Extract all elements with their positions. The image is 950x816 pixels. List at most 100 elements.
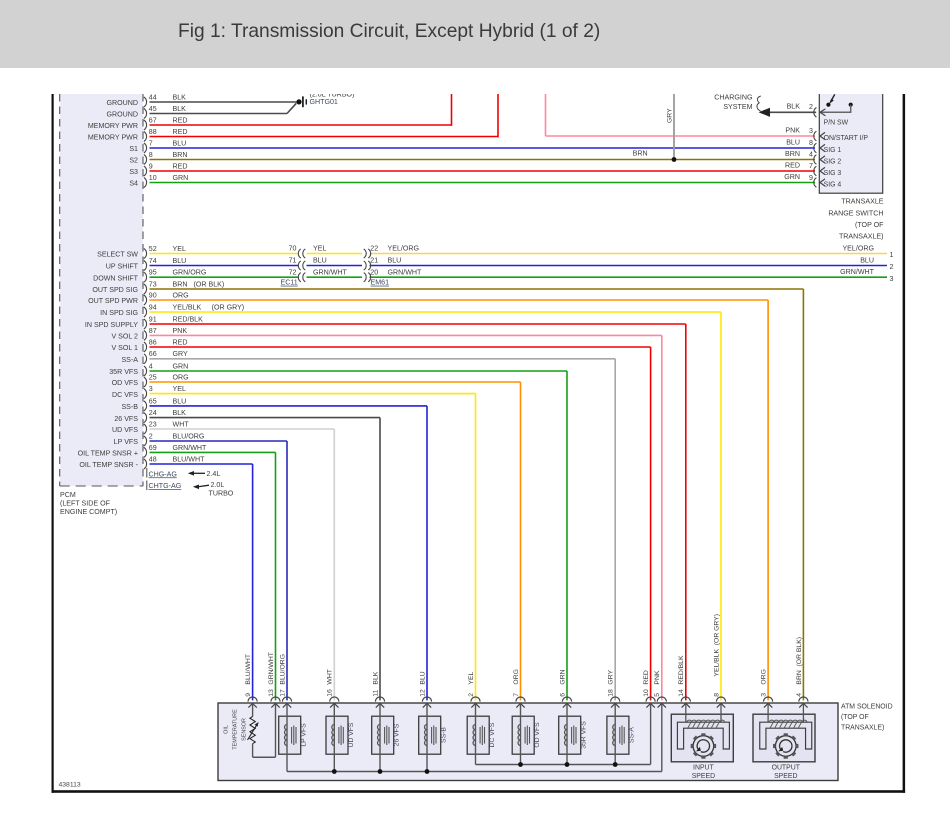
svg-text:PNK: PNK: [654, 670, 661, 684]
svg-text:DC VFS: DC VFS: [112, 391, 138, 399]
svg-text:GRN/ORG: GRN/ORG: [173, 269, 207, 277]
svg-text:GRN/WHT: GRN/WHT: [313, 268, 348, 276]
svg-text:BLU: BLU: [313, 257, 327, 265]
svg-text:13: 13: [268, 689, 275, 697]
svg-text:BLU: BLU: [388, 257, 402, 265]
svg-text:UD VFS: UD VFS: [348, 722, 355, 747]
svg-text:RED: RED: [173, 162, 188, 170]
svg-text:8: 8: [713, 693, 720, 697]
svg-text:YEL: YEL: [173, 245, 186, 253]
svg-text:8: 8: [149, 151, 153, 159]
svg-text:BLU: BLU: [860, 257, 874, 265]
svg-text:48: 48: [149, 455, 157, 463]
svg-text:BLU: BLU: [173, 139, 187, 147]
svg-text:BLU: BLU: [786, 138, 800, 146]
svg-text:BLK: BLK: [787, 103, 801, 111]
svg-text:S3: S3: [129, 168, 138, 176]
svg-text:6: 6: [559, 693, 566, 697]
svg-text:ATM SOLENOID: ATM SOLENOID: [841, 704, 893, 711]
svg-text:EM61: EM61: [371, 279, 390, 287]
svg-text:24: 24: [149, 409, 157, 417]
svg-text:45: 45: [149, 105, 157, 113]
svg-text:BLK: BLK: [372, 671, 379, 684]
svg-text:2: 2: [890, 263, 894, 271]
svg-text:YEL/ORG: YEL/ORG: [842, 245, 874, 253]
svg-text:BLU/WHT: BLU/WHT: [173, 455, 206, 463]
svg-text:(OR BLK): (OR BLK): [194, 280, 225, 288]
svg-text:14: 14: [678, 689, 685, 697]
svg-text:10: 10: [149, 174, 157, 182]
svg-text:V SOL 2: V SOL 2: [111, 333, 138, 341]
svg-text:GRN/WHT: GRN/WHT: [173, 444, 208, 452]
svg-text:ENGINE COMPT): ENGINE COMPT): [60, 508, 117, 516]
svg-text:72: 72: [289, 268, 297, 276]
svg-text:SIG 4: SIG 4: [824, 182, 842, 189]
svg-text:5: 5: [654, 693, 661, 697]
svg-text:(TOP OF: (TOP OF: [855, 221, 884, 229]
svg-text:BRN: BRN: [785, 150, 800, 158]
svg-text:35R VFS: 35R VFS: [581, 721, 588, 749]
svg-text:2: 2: [809, 103, 813, 111]
svg-text:EC11: EC11: [281, 279, 298, 287]
svg-text:PNK: PNK: [173, 327, 188, 335]
svg-text:P/N SW: P/N SW: [824, 120, 849, 127]
svg-text:UP SHIFT: UP SHIFT: [106, 263, 139, 271]
svg-text:18: 18: [608, 689, 615, 697]
svg-text:26 VFS: 26 VFS: [394, 723, 401, 746]
svg-text:GRN/WHT: GRN/WHT: [840, 268, 875, 276]
svg-text:(TOP OF: (TOP OF: [841, 714, 869, 721]
svg-text:S2: S2: [129, 157, 138, 165]
svg-text:(OR GRY): (OR GRY): [212, 303, 245, 311]
svg-text:9: 9: [809, 174, 813, 182]
svg-text:GRY: GRY: [173, 350, 189, 358]
svg-text:65: 65: [149, 397, 157, 405]
svg-text:GRY: GRY: [667, 108, 674, 123]
svg-text:IN SPD SIG: IN SPD SIG: [100, 309, 138, 317]
svg-text:LP VFS: LP VFS: [301, 723, 308, 747]
svg-text:TRANSAXLE: TRANSAXLE: [841, 198, 883, 206]
svg-text:RED/BLK: RED/BLK: [173, 315, 204, 323]
svg-text:4: 4: [809, 151, 813, 159]
svg-text:12: 12: [419, 689, 426, 697]
svg-text:OUT SPD PWR: OUT SPD PWR: [88, 297, 138, 305]
svg-text:RED: RED: [173, 128, 188, 136]
svg-text:SYSTEM: SYSTEM: [723, 103, 752, 111]
svg-text:YEL: YEL: [468, 672, 475, 685]
svg-text:OUT SPD SIG: OUT SPD SIG: [92, 286, 138, 294]
svg-text:SENSOR: SENSOR: [241, 718, 247, 741]
svg-text:(2.0L TURBO): (2.0L TURBO): [310, 91, 355, 99]
svg-text:YEL: YEL: [173, 385, 186, 393]
svg-text:GHTG01: GHTG01: [310, 98, 338, 106]
svg-text:87: 87: [149, 327, 157, 335]
svg-text:TURBO: TURBO: [209, 490, 234, 498]
svg-text:ORG: ORG: [173, 291, 189, 299]
svg-text:RED: RED: [643, 670, 650, 684]
svg-text:WHT: WHT: [327, 669, 334, 684]
svg-text:OIL: OIL: [223, 725, 229, 734]
svg-text:69: 69: [149, 444, 157, 452]
svg-text:WHT: WHT: [173, 420, 190, 428]
svg-text:GRN: GRN: [173, 174, 189, 182]
svg-text:MEMORY PWR: MEMORY PWR: [88, 134, 138, 142]
svg-text:10: 10: [643, 689, 650, 697]
svg-text:9: 9: [245, 693, 252, 697]
svg-text:GRN: GRN: [784, 173, 800, 181]
svg-text:1: 1: [890, 251, 894, 259]
svg-text:BLK: BLK: [173, 409, 187, 417]
svg-text:GROUND: GROUND: [106, 111, 138, 119]
svg-text:OUTPUT: OUTPUT: [772, 764, 801, 771]
svg-text:INPUT: INPUT: [693, 764, 714, 771]
svg-text:44: 44: [149, 93, 157, 101]
svg-text:70: 70: [289, 245, 297, 253]
svg-text:3: 3: [809, 127, 813, 135]
svg-text:23: 23: [149, 420, 157, 428]
svg-text:BRN: BRN: [173, 151, 188, 159]
svg-text:4: 4: [796, 693, 803, 697]
svg-text:21: 21: [370, 257, 378, 265]
svg-text:SIG 1: SIG 1: [824, 147, 842, 154]
svg-text:CHTG-AG: CHTG-AG: [149, 482, 182, 490]
svg-text:SS-B: SS-B: [121, 403, 138, 411]
svg-text:90: 90: [149, 291, 157, 299]
svg-text:BRN: BRN: [173, 280, 188, 288]
svg-text:BRN: BRN: [633, 150, 648, 158]
